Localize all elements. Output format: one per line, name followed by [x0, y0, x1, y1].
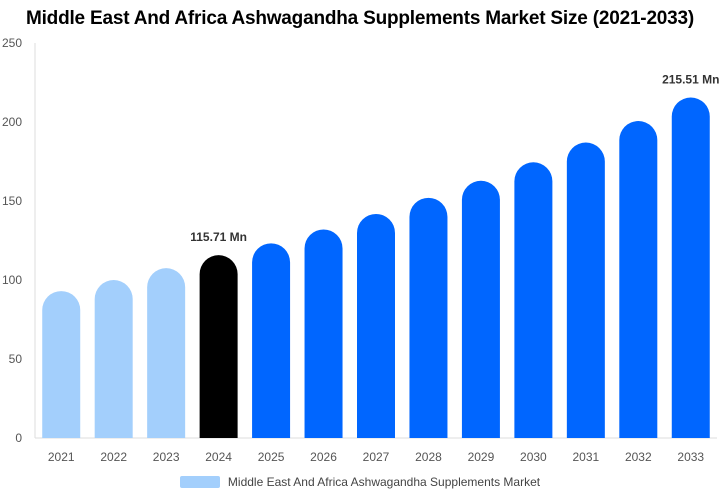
x-tick-label: 2024: [205, 450, 232, 464]
x-tick-label: 2032: [625, 450, 652, 464]
x-tick-label: 2030: [520, 450, 547, 464]
x-tick-label: 2031: [572, 450, 599, 464]
data-label: 215.51 Mn: [662, 72, 719, 86]
x-tick-label: 2022: [100, 450, 127, 464]
bar-chart: 0 50 100 150 200 250 2021 2022 2023 2024 115.71 Mn…: [2, 36, 719, 464]
y-tick-label: 250: [2, 36, 22, 50]
y-tick-label: 150: [2, 194, 22, 208]
y-tick-label: 100: [2, 273, 22, 287]
bar-2028: [409, 197, 448, 438]
bar-2026: [304, 229, 343, 438]
legend[interactable]: Middle East And Africa Ashwagandha Suppl…: [0, 475, 720, 489]
bar-2025: [252, 243, 291, 438]
legend-label: Middle East And Africa Ashwagandha Suppl…: [227, 475, 541, 489]
bar-2023: [147, 268, 186, 438]
data-label: 115.71 Mn: [190, 230, 247, 244]
y-tick-label: 0: [15, 431, 22, 445]
bar-2033: [671, 97, 710, 438]
x-tick-label: 2027: [363, 450, 390, 464]
x-tick-label: 2029: [468, 450, 495, 464]
bar-2024: [199, 255, 238, 438]
bar-2027: [357, 213, 395, 438]
x-tick-label: 2025: [258, 450, 285, 464]
bar-2030: [514, 162, 553, 439]
bar-2031: [566, 142, 605, 439]
x-tick-label: 2026: [310, 450, 337, 464]
x-tick-label: 2033: [677, 450, 704, 464]
chart-title: Middle East And Africa Ashwagandha Suppl…: [25, 8, 695, 29]
bar-2022: [94, 280, 133, 438]
bar-2032: [619, 121, 658, 438]
y-tick-label: 50: [9, 352, 23, 366]
x-tick-label: 2021: [48, 450, 75, 464]
bar-2021: [42, 291, 81, 438]
x-tick-label: 2023: [153, 450, 180, 464]
x-tick-label: 2028: [415, 450, 442, 464]
bar-2029: [461, 180, 500, 438]
y-tick-label: 200: [2, 115, 22, 129]
legend-swatch: [179, 476, 220, 488]
